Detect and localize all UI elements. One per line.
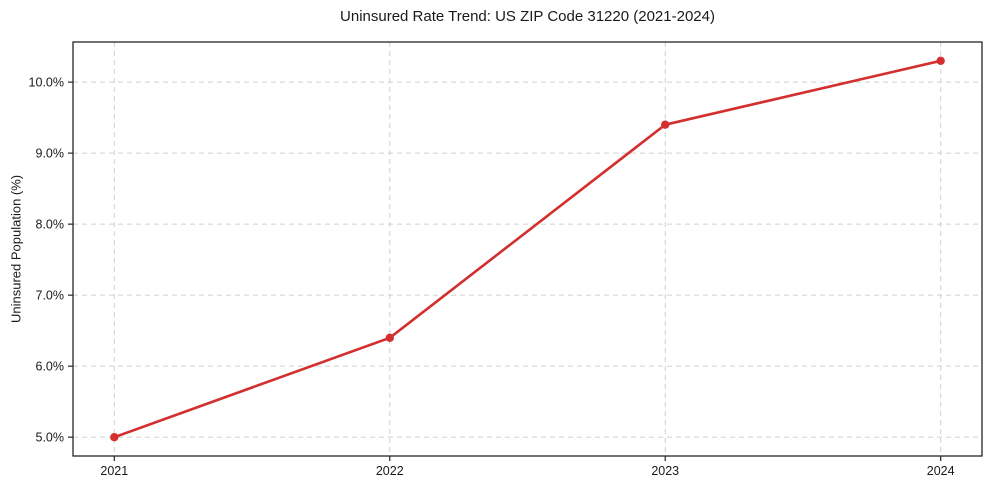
x-tick-label: 2023 bbox=[651, 464, 679, 478]
x-tick-label: 2024 bbox=[927, 464, 955, 478]
y-tick-label: 6.0% bbox=[36, 360, 65, 374]
x-tick-label: 2022 bbox=[376, 464, 404, 478]
trend-line bbox=[113, 59, 942, 439]
y-tick-label: 5.0% bbox=[36, 431, 65, 445]
data-point bbox=[110, 433, 119, 442]
y-tick-label: 9.0% bbox=[36, 147, 65, 161]
data-point bbox=[936, 56, 945, 65]
plot-border bbox=[72, 41, 983, 457]
data-point bbox=[661, 120, 670, 129]
data-point bbox=[385, 333, 394, 342]
y-tick-label: 8.0% bbox=[36, 218, 65, 232]
x-tick-label: 2021 bbox=[100, 464, 128, 478]
chart-title: Uninsured Rate Trend: US ZIP Code 31220 … bbox=[340, 8, 715, 25]
y-tick-label: 10.0% bbox=[29, 76, 64, 90]
y-tick-label: 7.0% bbox=[36, 289, 65, 303]
